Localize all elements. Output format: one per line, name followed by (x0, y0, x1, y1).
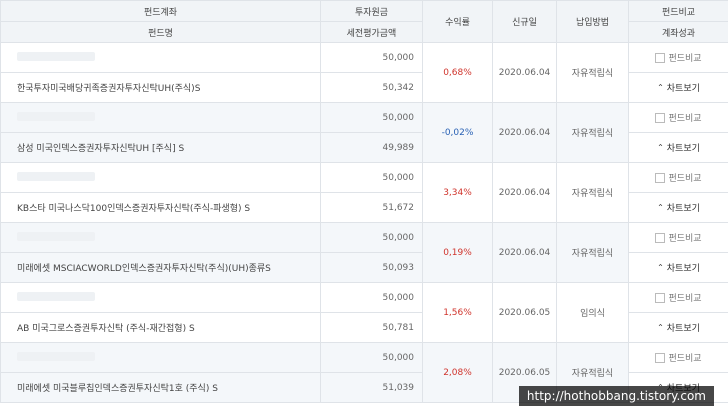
chart-button[interactable]: ⌃차트보기 (628, 72, 728, 103)
header-principal: 투자원금 (320, 0, 423, 22)
header-date: 신규일 (492, 0, 557, 43)
compare-cell[interactable]: 펀드비교 (628, 102, 728, 133)
checkbox-icon[interactable] (655, 352, 666, 363)
principal-amount: 50,000 (320, 102, 423, 133)
fund-name[interactable]: 한국투자미국배당귀족증권자투자신탁UH(주식)S (0, 72, 321, 103)
eval-amount: 50,342 (320, 72, 423, 103)
checkbox-icon[interactable] (655, 232, 666, 243)
fund-row-detail: 한국투자미국배당귀족증권자투자신탁UH(주식)S 50,342 ⌃ 차트보기 (0, 72, 728, 103)
account-number (0, 342, 321, 373)
chart-label: 차트보기 (666, 144, 700, 154)
eval-amount: 51,672 (320, 192, 423, 223)
chart-button[interactable]: ⌃차트보기 (628, 252, 728, 283)
chevron-up-icon: ⌃ (657, 143, 664, 152)
chart-button[interactable]: ⌃차트보기 (628, 312, 728, 343)
fund-name[interactable]: 미래에셋 미국블루칩인덱스증권투자신탁1호 (주식) S (0, 372, 321, 403)
account-number (0, 42, 321, 73)
account-number (0, 162, 321, 193)
payment-method: 자유적립식 (556, 222, 629, 283)
checkbox-icon[interactable] (655, 172, 666, 183)
fund-row-detail: AB 미국그로스증권투자신탁 (주식-재간접형) S 50,781 ⌃ 차트보기 (0, 312, 728, 343)
account-number (0, 222, 321, 253)
payment-method: 자유적립식 (556, 42, 629, 103)
chart-button[interactable]: ⌃차트보기 (628, 132, 728, 163)
compare-cell[interactable]: 펀드비교 (628, 162, 728, 193)
checkbox-icon[interactable] (655, 292, 666, 303)
open-date: 2020.06.04 (492, 42, 557, 103)
header-performance: 계좌성과 (628, 21, 728, 43)
return-rate: 2,08% (422, 342, 493, 403)
compare-label: 펀드비교 (668, 174, 702, 184)
compare-cell[interactable]: 펀드비교 (628, 282, 728, 313)
account-number (0, 282, 321, 313)
fund-row-detail: 삼성 미국인덱스증권자투자신탁UH [주식] S 49,989 ⌃ 차트보기 (0, 132, 728, 163)
fund-name[interactable]: AB 미국그로스증권투자신탁 (주식-재간접형) S (0, 312, 321, 343)
chevron-up-icon: ⌃ (657, 263, 664, 272)
principal-amount: 50,000 (320, 162, 423, 193)
open-date: 2020.06.05 (492, 282, 557, 343)
fund-table: 펀드계좌 투자원금 수익률 신규일 납입방법 펀드비교 펀드명 세전평가금액 계… (0, 0, 728, 403)
watermark: http://hothobbang.tistory.com (518, 386, 714, 406)
open-date: 2020.06.04 (492, 162, 557, 223)
fund-row: 50,000 3,34% 2020.06.04 자유적립식 펀드비교 (0, 162, 728, 223)
chart-label: 차트보기 (666, 324, 700, 334)
return-rate: 0,19% (422, 222, 493, 283)
fund-row-detail: 미래에셋 MSCIACWORLD인덱스증권자투자신탁(주식)(UH)종류S 50,… (0, 252, 728, 283)
fund-name[interactable]: KB스타 미국나스닥100인덱스증권자투자신탁(주식-파생형) S (0, 192, 321, 223)
compare-cell[interactable]: 펀드비교 (628, 42, 728, 73)
return-rate: 3,34% (422, 162, 493, 223)
payment-method: 자유적립식 (556, 102, 629, 163)
chevron-up-icon: ⌃ (657, 323, 664, 332)
eval-amount: 50,093 (320, 252, 423, 283)
fund-name[interactable]: 삼성 미국인덱스증권자투자신탁UH [주식] S (0, 132, 321, 163)
chart-label: 차트보기 (666, 264, 700, 274)
chart-label: 차트보기 (666, 84, 700, 94)
header-fund-account: 펀드계좌 (0, 0, 321, 22)
principal-amount: 50,000 (320, 342, 423, 373)
return-rate: 1,56% (422, 282, 493, 343)
chart-label: 차트보기 (666, 204, 700, 214)
fund-name[interactable]: 미래에셋 MSCIACWORLD인덱스증권자투자신탁(주식)(UH)종류S (0, 252, 321, 283)
fund-row: 50,000 2,08% 2020.06.05 자유적립식 펀드비교 (0, 342, 728, 403)
eval-amount: 51,039 (320, 372, 423, 403)
open-date: 2020.06.04 (492, 222, 557, 283)
open-date: 2020.06.04 (492, 102, 557, 163)
header-method: 납입방법 (556, 0, 629, 43)
eval-amount: 50,781 (320, 312, 423, 343)
header-fund-name: 펀드명 (0, 21, 321, 43)
return-rate: 0,68% (422, 42, 493, 103)
checkbox-icon[interactable] (655, 112, 666, 123)
header-compare: 펀드비교 (628, 0, 728, 22)
payment-method: 임의식 (556, 282, 629, 343)
compare-label: 펀드비교 (668, 114, 702, 124)
compare-cell[interactable]: 펀드비교 (628, 342, 728, 373)
return-rate: -0,02% (422, 102, 493, 163)
principal-amount: 50,000 (320, 282, 423, 313)
eval-amount: 49,989 (320, 132, 423, 163)
chevron-up-icon: ⌃ (657, 83, 664, 92)
fund-row-detail: KB스타 미국나스닥100인덱스증권자투자신탁(주식-파생형) S 51,672 ⌃… (0, 192, 728, 223)
checkbox-icon[interactable] (655, 52, 666, 63)
compare-label: 펀드비교 (668, 234, 702, 244)
header-rate: 수익률 (422, 0, 493, 43)
account-number (0, 102, 321, 133)
open-date: 2020.06.05 (492, 342, 557, 403)
payment-method: 자유적립식 (556, 162, 629, 223)
compare-cell[interactable]: 펀드비교 (628, 222, 728, 253)
compare-label: 펀드비교 (668, 354, 702, 364)
chart-button[interactable]: ⌃차트보기 (628, 192, 728, 223)
fund-row: 50,000 -0,02% 2020.06.04 자유적립식 펀드비교 (0, 102, 728, 163)
fund-row: 50,000 0,68% 2020.06.04 자유적립식 펀드비교 (0, 42, 728, 103)
chevron-up-icon: ⌃ (657, 203, 664, 212)
principal-amount: 50,000 (320, 222, 423, 253)
compare-label: 펀드비교 (668, 294, 702, 304)
fund-row: 50,000 0,19% 2020.06.04 자유적립식 펀드비교 (0, 222, 728, 283)
header-eval-amount: 세전평가금액 (320, 21, 423, 43)
principal-amount: 50,000 (320, 42, 423, 73)
fund-row: 50,000 1,56% 2020.06.05 임의식 펀드비교 (0, 282, 728, 343)
compare-label: 펀드비교 (668, 54, 702, 64)
